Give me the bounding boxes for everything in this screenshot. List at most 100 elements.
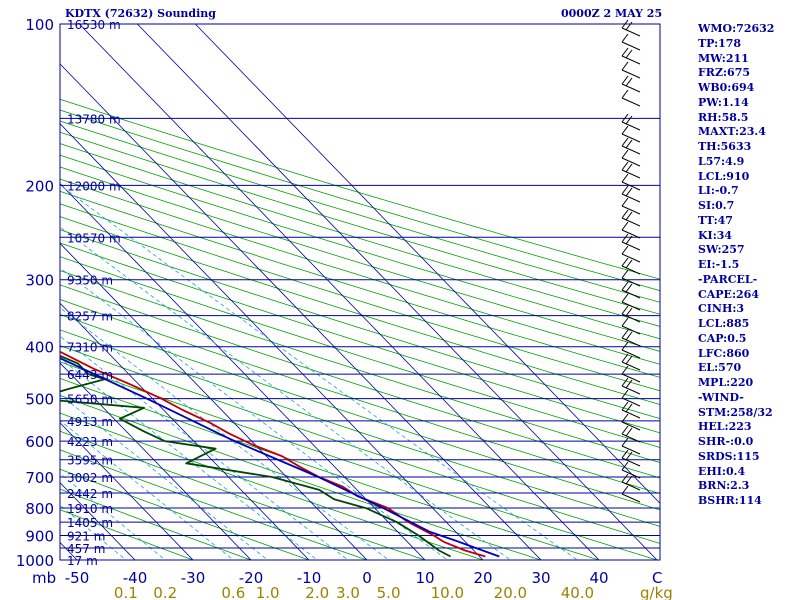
wind-barb-feather xyxy=(625,115,633,125)
sounding-index: EI:-1.5 xyxy=(698,258,740,271)
mixing-ratio-tick: 40.0 xyxy=(561,584,594,600)
wind-barb-feather xyxy=(625,187,633,197)
sounding-index: RH:58.5 xyxy=(698,110,749,124)
temperature-tick: -30 xyxy=(181,569,206,587)
sounding-index: -PARCEL- xyxy=(698,272,758,286)
wind-barb xyxy=(621,27,641,37)
isotherm xyxy=(79,24,600,560)
wind-barb-feather xyxy=(621,209,629,219)
sounding-index: CINH:3 xyxy=(698,302,745,316)
wind-barb-feather xyxy=(621,389,629,399)
wind-barb xyxy=(621,397,641,407)
dry-adiabat xyxy=(60,329,660,527)
mixing-ratio-tick: 20.0 xyxy=(494,584,527,600)
station-title: KDTX (72632) Sounding xyxy=(65,7,216,20)
wind-barb-feather xyxy=(621,377,629,387)
height-label: 1405 m xyxy=(67,516,113,530)
isotherm xyxy=(60,63,542,560)
sounding-index: MW:211 xyxy=(698,51,749,65)
wind-barb xyxy=(621,133,641,143)
wind-barb-feather xyxy=(621,137,629,147)
height-label: 3002 m xyxy=(67,471,113,485)
wind-barb xyxy=(621,265,641,275)
sounding-index: CAPE:264 xyxy=(698,287,759,301)
wind-barb-feather xyxy=(621,305,629,315)
pressure-label: 1000 xyxy=(16,552,54,570)
wind-barb-feather xyxy=(621,257,629,267)
wind-barb xyxy=(621,277,641,287)
wind-barb-feather xyxy=(625,77,633,87)
wind-barb-feather xyxy=(621,425,629,435)
mixing-ratio-line xyxy=(60,335,349,560)
wind-barb xyxy=(621,433,641,443)
wind-barb-feather xyxy=(621,197,629,207)
wind-barb-feather xyxy=(621,61,629,71)
dry-adiabat xyxy=(60,430,427,560)
wind-barb-feather xyxy=(625,21,633,31)
dry-adiabat xyxy=(60,488,253,560)
wind-barb xyxy=(621,361,641,371)
sounding-index: WMO:72632 xyxy=(698,22,775,35)
dry-adiabat xyxy=(60,314,660,511)
wind-barb xyxy=(621,69,641,79)
pressure-label: 600 xyxy=(25,433,54,451)
wind-barb xyxy=(621,253,641,263)
mixing-ratio-unit: g/kg xyxy=(640,584,673,600)
temperature-tick: 40 xyxy=(589,569,608,587)
plot-background xyxy=(60,24,660,560)
wind-barb xyxy=(621,169,641,179)
sounding-index: BRN:2.3 xyxy=(698,479,750,493)
dry-adiabat xyxy=(60,377,601,560)
temperature-tick: 0 xyxy=(362,569,372,587)
wind-barb-feather xyxy=(621,33,629,43)
wind-barb xyxy=(621,83,641,93)
mixing-ratio-line xyxy=(60,185,579,560)
height-label: 4913 m xyxy=(67,415,113,429)
temperature-unit: C xyxy=(652,569,662,587)
wind-barb-feather xyxy=(625,331,633,341)
height-label: 5650 m xyxy=(67,393,113,407)
parcel-profile xyxy=(60,357,500,558)
wind-barb-feather xyxy=(621,113,629,123)
dry-adiabat xyxy=(60,154,660,340)
pressure-label: 300 xyxy=(25,272,54,290)
wind-barb xyxy=(621,193,641,203)
sounding-index: SW:257 xyxy=(698,243,745,257)
wind-barb xyxy=(621,409,641,419)
wind-barb xyxy=(621,289,641,299)
pressure-label: 200 xyxy=(25,177,54,195)
dry-adiabat xyxy=(60,449,369,560)
wind-barb xyxy=(621,385,641,395)
pressure-label: 700 xyxy=(25,469,54,487)
dry-adiabat xyxy=(60,143,660,327)
wind-barb-feather xyxy=(625,451,633,461)
wind-barb-feather xyxy=(621,125,629,135)
isotherm xyxy=(137,24,658,560)
dry-adiabat xyxy=(60,131,660,315)
sounding-index: SRDS:115 xyxy=(698,449,760,463)
dry-adiabat xyxy=(60,395,543,560)
wind-barb xyxy=(621,337,641,347)
sounding-index: STM:258/32 xyxy=(698,405,773,419)
wind-barbs xyxy=(621,19,641,503)
wind-barb xyxy=(621,241,641,251)
wind-barb-feather xyxy=(621,221,629,231)
height-label: 9350 m xyxy=(67,274,113,288)
sounding-index: TH:5633 xyxy=(698,140,752,153)
isotherm xyxy=(60,302,310,560)
temperature-tick: -50 xyxy=(65,569,90,587)
height-label: 921 m xyxy=(67,529,105,543)
sounding-index: SI:0.7 xyxy=(698,199,735,212)
temperature-tick: 30 xyxy=(531,569,550,587)
wind-barb-feather xyxy=(621,245,629,255)
dry-adiabat xyxy=(60,242,660,434)
sounding-index: HEL:223 xyxy=(698,420,752,434)
dry-adiabat xyxy=(60,109,660,292)
sounding-index: MAXT:23.4 xyxy=(698,125,766,139)
temperature-tick: -40 xyxy=(123,569,148,587)
wind-barb-feather xyxy=(621,317,629,327)
sounding-index: SHR-:0.0 xyxy=(698,435,754,448)
wind-barb-feather xyxy=(625,211,633,221)
valid-time: 0000Z 2 MAY 25 xyxy=(561,7,663,20)
